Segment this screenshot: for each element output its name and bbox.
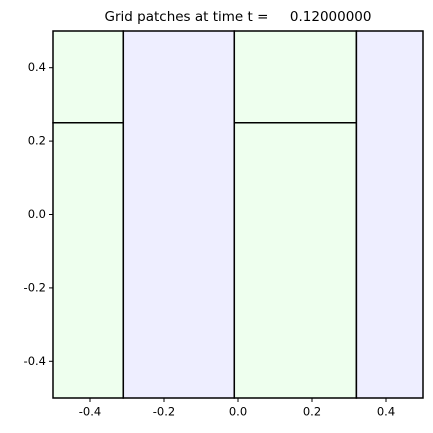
y-tick-label: 0.2 (28, 134, 46, 148)
patch (233, 30, 358, 124)
patch (52, 122, 125, 399)
x-tick-label: 0.0 (229, 405, 247, 419)
patch (355, 30, 424, 399)
y-tick-label: 0.0 (28, 207, 46, 221)
y-tick-label: -0.4 (24, 354, 46, 368)
x-tick-label: 0.2 (303, 405, 321, 419)
patch (122, 30, 236, 399)
y-tick-label: -0.2 (24, 280, 46, 294)
x-tick-label: 0.4 (377, 405, 395, 419)
chart-title: Grid patches at time t = 0.12000000 (105, 9, 372, 25)
x-tick-label: -0.4 (79, 405, 101, 419)
x-tick-label: -0.2 (153, 405, 175, 419)
patch (52, 30, 125, 124)
y-tick-label: 0.4 (28, 60, 46, 74)
patch (233, 122, 358, 399)
